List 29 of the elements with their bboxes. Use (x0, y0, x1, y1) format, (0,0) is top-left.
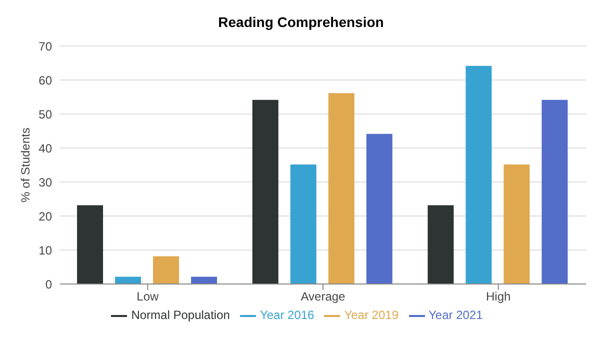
y-tick-label: 10 (38, 243, 52, 258)
y-tick-label: 20 (38, 209, 52, 224)
y-axis-title: % of Students (18, 128, 32, 202)
bar (542, 100, 568, 284)
x-tick-label: Average (300, 290, 346, 304)
y-tick-label: 40 (38, 141, 52, 156)
x-tick-label: Low (136, 290, 160, 304)
bar (428, 205, 454, 284)
legend-label: Year 2016 (260, 308, 314, 322)
y-tick-label: 0 (45, 277, 52, 292)
y-tick-label: 50 (38, 107, 52, 122)
bar (252, 100, 278, 284)
chart-title: Reading Comprehension (217, 14, 385, 30)
y-tick-label: 70 (38, 39, 52, 54)
legend-label: Normal Population (131, 308, 230, 322)
legend-label: Year 2021 (428, 308, 483, 322)
bar (290, 164, 316, 284)
bar (191, 276, 218, 284)
y-tick-label: 30 (38, 175, 52, 190)
bar (504, 164, 530, 284)
bar (153, 256, 180, 284)
x-tick-label: High (486, 290, 511, 304)
legend-label: Year 2019 (344, 308, 398, 322)
y-tick-label: 60 (38, 73, 52, 88)
bar (466, 66, 492, 284)
bar (366, 134, 392, 284)
bar (328, 93, 354, 284)
bar (115, 276, 142, 284)
bar (77, 205, 104, 284)
